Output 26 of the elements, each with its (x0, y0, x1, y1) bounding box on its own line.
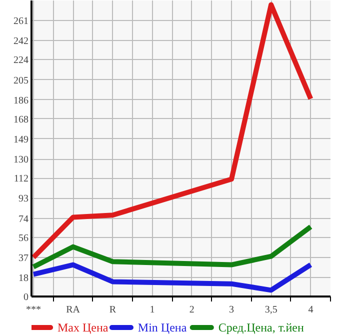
y-tick-label: 242 (14, 36, 28, 48)
x-tick-label: 3,5 (264, 304, 278, 316)
y-tick-label: 93 (18, 194, 28, 205)
y-tick-label: 168 (14, 114, 28, 126)
x-tick-label: 3 (228, 304, 234, 316)
y-tick-label: 0 (24, 292, 28, 303)
y-tick-label: 56 (18, 232, 28, 244)
y-tick-label: 37 (18, 252, 28, 264)
x-tick-label: R (109, 304, 116, 316)
legend-label: Max Цена (58, 320, 109, 334)
y-tick-label: 74 (18, 214, 28, 225)
x-tick-label: *** (26, 304, 41, 316)
x-tick-label: 2 (189, 304, 194, 316)
y-tick-label: 186 (14, 95, 28, 106)
y-tick-label: 224 (14, 55, 28, 66)
x-tick-label: 4 (308, 304, 314, 316)
y-tick-label: 112 (14, 174, 29, 185)
x-tick-label: 1 (150, 304, 155, 316)
legend-label: Сред.Цена, т.йен (218, 320, 304, 334)
y-tick-label: 149 (14, 134, 28, 146)
legend-label: Min Цена (138, 320, 188, 334)
y-tick-label: 130 (14, 154, 28, 166)
y-tick-label: 205 (14, 75, 28, 86)
x-tick-label: RA (66, 304, 81, 316)
y-tick-label: 18 (18, 272, 28, 284)
y-tick-label: 261 (14, 16, 28, 28)
